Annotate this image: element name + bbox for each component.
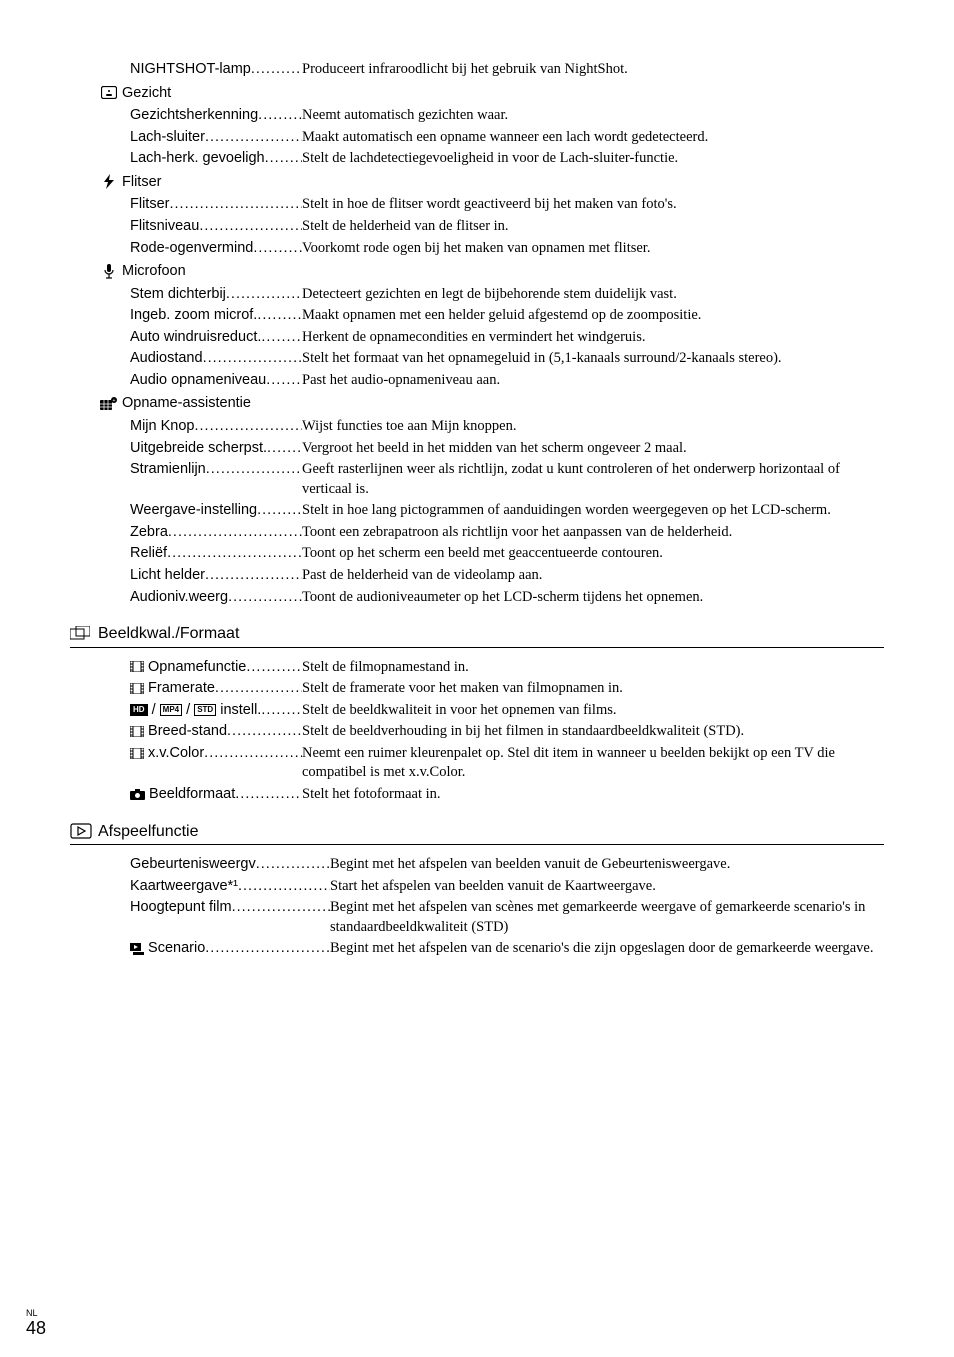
page-number: NL 48 [26, 1307, 46, 1337]
list-item: Audioniv.weergToont de audioniveaumeter … [130, 588, 884, 608]
hd-icon: HD [130, 702, 148, 718]
list-flitser: FlitserStelt in hoe de flitser wordt gea… [70, 195, 884, 258]
list-item: Weergave-instellingStelt in hoe lang pic… [130, 501, 884, 521]
section-gezicht: Gezicht [100, 84, 884, 104]
list-item: Hoogtepunt filmBegint met het afspelen v… [130, 898, 884, 937]
list-item: Kaartweergave*¹Start het afspelen van be… [130, 877, 884, 897]
scenario-icon [130, 940, 144, 956]
list-item: Auto windruisreduct.Herkent de opnamecon… [130, 328, 884, 348]
camera-icon [130, 786, 145, 802]
list-item: AudiostandStelt het formaat van het opna… [130, 349, 884, 369]
list-item: Ingeb. zoom microf.Maakt opnamen met een… [130, 306, 884, 326]
list-item: Uitgebreide scherpst.Vergroot het beeld … [130, 439, 884, 459]
list-item: Licht helderPast de helderheid van de vi… [130, 566, 884, 586]
assist-icon: + [100, 394, 118, 414]
list-item: ZebraToont een zebrapatroon als richtlij… [130, 523, 884, 543]
section-beeldkwal: Beeldkwal./Formaat [70, 623, 884, 648]
list-gezicht: GezichtsherkenningNeemt automatisch gezi… [70, 106, 884, 169]
list-microfoon: Stem dichterbijDetecteert gezichten en l… [70, 285, 884, 391]
section-title: Gezicht [122, 84, 171, 104]
section-afspeel: Afspeelfunctie [70, 821, 884, 846]
value: Produceert infraroodlicht bij het gebrui… [302, 60, 884, 80]
playback-icon [70, 821, 92, 843]
list-item: Breed-stand Stelt de beeldverhouding in … [130, 722, 884, 742]
flash-icon [100, 173, 118, 193]
section-microfoon: Microfoon [100, 262, 884, 282]
list-afspeel: GebeurtenisweergvBegint met het afspelen… [70, 855, 884, 959]
list-item: Opnamefunctie Stelt de filmopnamestand i… [130, 658, 884, 678]
film-icon [130, 745, 144, 761]
list-item: x.v.Color Neemt een ruimer kleurenpalet … [130, 744, 884, 783]
film-icon [130, 659, 144, 675]
label-text: NIGHTSHOT-lamp [130, 61, 251, 77]
list-item: Lach-sluiterMaakt automatisch een opname… [130, 128, 884, 148]
section-title: Afspeelfunctie [98, 821, 199, 843]
film-icon [130, 680, 144, 696]
list-beeldkwal: Opnamefunctie Stelt de filmopnamestand i… [70, 658, 884, 805]
label: NIGHTSHOT-lamp [130, 60, 302, 80]
list-item: FlitsniveauStelt de helderheid van de fl… [130, 217, 884, 237]
list-item: Audio opnameniveauPast het audio-opnamen… [130, 371, 884, 391]
section-opname: + Opname-assistentie [100, 394, 884, 414]
row-nightshot: NIGHTSHOT-lamp Produceert infraroodlicht… [130, 60, 884, 80]
list-item: StramienlijnGeeft rasterlijnen weer als … [130, 460, 884, 499]
face-icon [100, 84, 118, 104]
list-item: Beeldformaat Stelt het fotoformaat in. [130, 785, 884, 805]
list-opname: Mijn KnopWijst functies toe aan Mijn kno… [70, 417, 884, 607]
page-num: 48 [26, 1319, 46, 1337]
list-item: GezichtsherkenningNeemt automatisch gezi… [130, 106, 884, 126]
section-flitser: Flitser [100, 173, 884, 193]
list-item: FlitserStelt in hoe de flitser wordt gea… [130, 195, 884, 215]
list-item: Mijn KnopWijst functies toe aan Mijn kno… [130, 417, 884, 437]
list-item: Framerate Stelt de framerate voor het ma… [130, 679, 884, 699]
microphone-icon [100, 262, 118, 282]
list-item: Scenario Begint met het afspelen van de … [130, 939, 884, 959]
svg-text:+: + [113, 398, 116, 404]
film-icon [130, 723, 144, 739]
section-title: Microfoon [122, 262, 186, 282]
quality-icon [70, 623, 92, 645]
list-item: Rode-ogenvermindVoorkomt rode ogen bij h… [130, 239, 884, 259]
section-title: Opname-assistentie [122, 394, 251, 414]
list-item: Lach-herk. gevoelighStelt de lachdetecti… [130, 149, 884, 169]
section-title: Beeldkwal./Formaat [98, 623, 239, 645]
list-item: GebeurtenisweergvBegint met het afspelen… [130, 855, 884, 875]
list-item: Stem dichterbijDetecteert gezichten en l… [130, 285, 884, 305]
list-item: ReliëfToont op het scherm een beeld met … [130, 544, 884, 564]
list-item: HD / MP4 / STD instell. Stelt de beeldkw… [130, 701, 884, 721]
section-title: Flitser [122, 173, 161, 193]
